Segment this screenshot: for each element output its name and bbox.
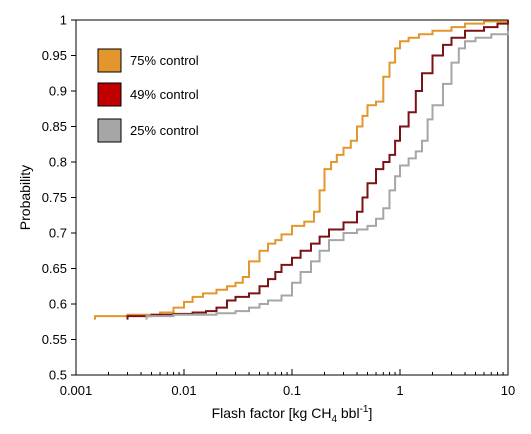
plot-frame-group	[75, 19, 509, 376]
x-axis-title-subscript: 4	[331, 414, 337, 425]
plot-frame	[75, 19, 509, 376]
x-tick-label: 0.001	[60, 383, 93, 398]
series-line-49-control	[126, 20, 509, 320]
legend-swatch	[97, 118, 122, 143]
legend-label: 49% control	[130, 87, 199, 102]
y-tick-label: 0.6	[49, 297, 67, 312]
x-axis-title-unit: bbl	[337, 405, 360, 421]
y-tick-label: 0.95	[42, 48, 67, 63]
series-line-75-control	[94, 20, 509, 320]
ticks-group: 0.001 0.01 0.1 1 10 0.5 0.55 0.6 0.65 0.7 0.75 0.8 0…	[42, 13, 516, 399]
legend-label: 75% control	[130, 53, 199, 68]
legend-swatch	[97, 82, 122, 107]
x-tick-label: 0.1	[283, 383, 301, 398]
legend-swatch	[97, 48, 122, 73]
y-tick-label: 0.8	[49, 155, 67, 170]
y-tick-label: 0.55	[42, 332, 67, 347]
series-group	[94, 20, 509, 320]
y-tick-label: 0.5	[49, 368, 67, 383]
y-tick-label: 0.85	[42, 119, 67, 134]
x-tick-label: 1	[396, 383, 403, 398]
legend: 75% control 49% control 25% control	[97, 48, 199, 143]
y-tick-label: 0.9	[49, 84, 67, 99]
x-axis-title-end: ]	[368, 405, 372, 421]
x-axis-title: Flash factor [kg CH4 bbl-1]	[212, 404, 373, 425]
x-tick-label: 10	[501, 383, 515, 398]
y-tick-label: 0.65	[42, 261, 67, 276]
x-axis-title-superscript: -1	[360, 404, 369, 415]
x-axis-title-main: Flash factor [kg CH	[212, 405, 332, 421]
y-tick-label: 0.75	[42, 190, 67, 205]
y-tick-label: 0.7	[49, 226, 67, 241]
series-line-25-control	[145, 30, 509, 320]
x-tick-label: 0.01	[171, 383, 196, 398]
legend-label: 25% control	[130, 123, 199, 138]
y-tick-label: 1	[60, 13, 67, 28]
y-axis-title: Probability	[17, 165, 33, 230]
